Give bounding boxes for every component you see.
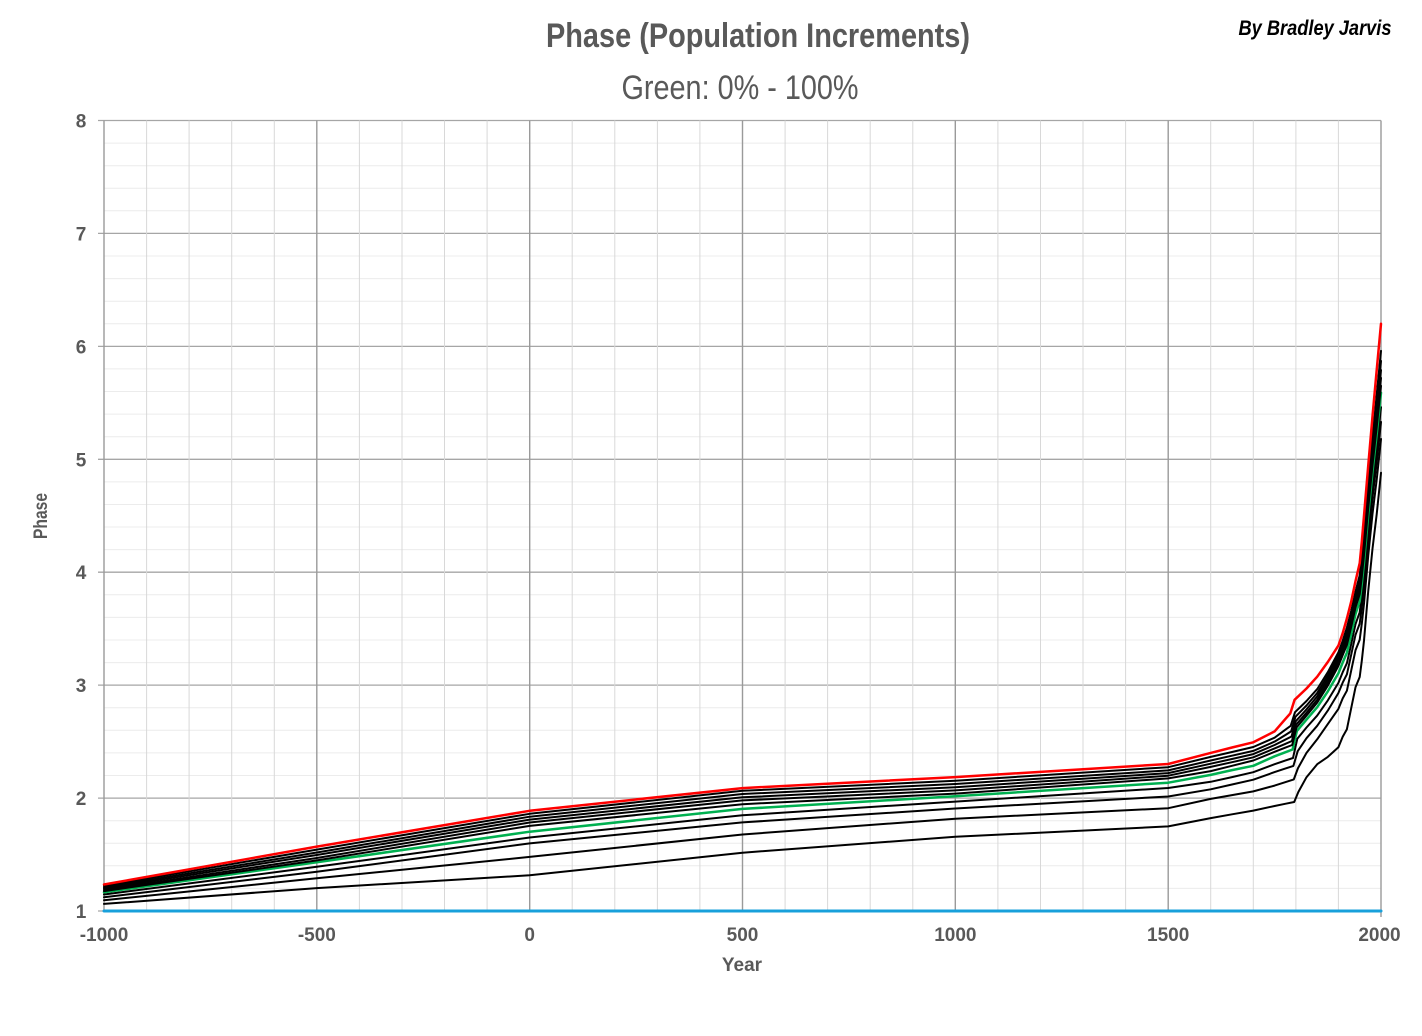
svg-text:8: 8 (76, 112, 87, 133)
svg-text:2: 2 (76, 789, 87, 810)
svg-text:Phase (Population Increments): Phase (Population Increments) (546, 17, 970, 55)
svg-text:1: 1 (76, 902, 87, 923)
svg-text:5: 5 (76, 450, 87, 471)
svg-text:0: 0 (524, 925, 535, 946)
svg-text:3: 3 (76, 676, 87, 697)
svg-text:1500: 1500 (1147, 925, 1189, 946)
svg-text:1000: 1000 (934, 925, 976, 946)
svg-text:By Bradley Jarvis: By Bradley Jarvis (1239, 17, 1392, 40)
svg-text:2000: 2000 (1358, 925, 1400, 946)
svg-text:Year: Year (722, 955, 763, 976)
svg-text:-500: -500 (298, 925, 336, 946)
svg-text:-1000: -1000 (80, 925, 129, 946)
svg-text:Phase: Phase (31, 493, 52, 539)
svg-text:7: 7 (76, 224, 87, 245)
svg-text:6: 6 (76, 337, 87, 358)
svg-text:4: 4 (76, 563, 87, 584)
svg-text:Green: 0% - 100%: Green: 0% - 100% (622, 69, 859, 107)
svg-text:500: 500 (727, 925, 759, 946)
